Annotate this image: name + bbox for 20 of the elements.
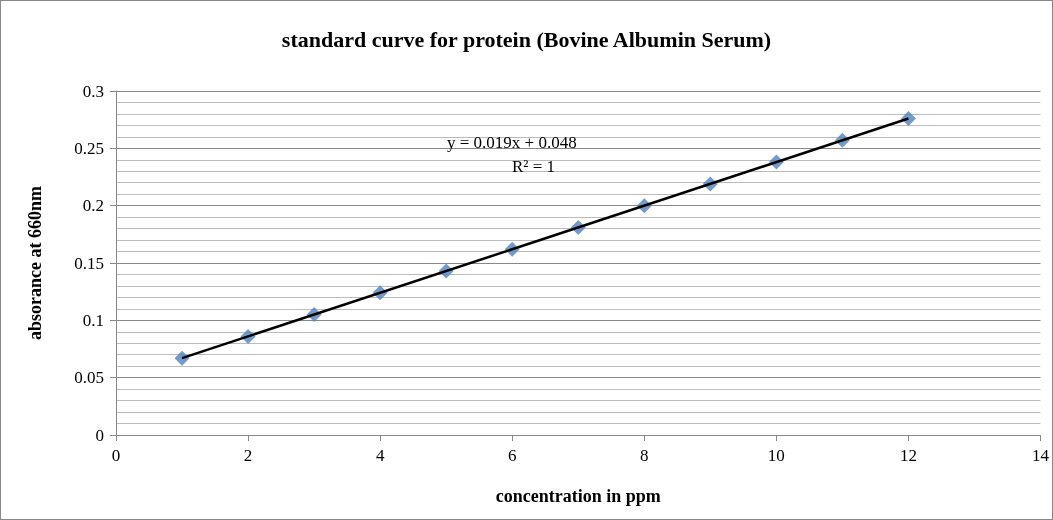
- y-tick-label: 0.25: [74, 138, 104, 158]
- x-tick-label: 4: [375, 446, 385, 465]
- annotation: R² = 1: [512, 157, 556, 176]
- x-tick-label: 2: [243, 446, 253, 465]
- y-tick-label: 0.2: [82, 196, 104, 216]
- y-axis-title: absorance at 660nm: [25, 186, 45, 340]
- y-tick-label: 0.3: [82, 81, 104, 101]
- x-tick-label: 14: [1032, 446, 1050, 465]
- y-tick-label: 0: [95, 425, 104, 445]
- x-tick-label: 8: [640, 446, 649, 465]
- x-tick-label: 12: [899, 446, 917, 465]
- x-axis-title: concentration in ppm: [495, 486, 661, 506]
- y-tick-label: 0.15: [74, 253, 104, 273]
- annotation: y = 0.019x + 0.048: [447, 133, 577, 152]
- y-tick-label: 0.05: [74, 368, 104, 388]
- x-tick-label: 6: [507, 446, 517, 465]
- chart-title: standard curve for protein (Bovine Albumin Serum): [281, 26, 772, 52]
- y-tick-label: 0.1: [82, 310, 104, 330]
- x-tick-label: 0: [111, 446, 121, 465]
- x-tick-label: 10: [767, 446, 785, 465]
